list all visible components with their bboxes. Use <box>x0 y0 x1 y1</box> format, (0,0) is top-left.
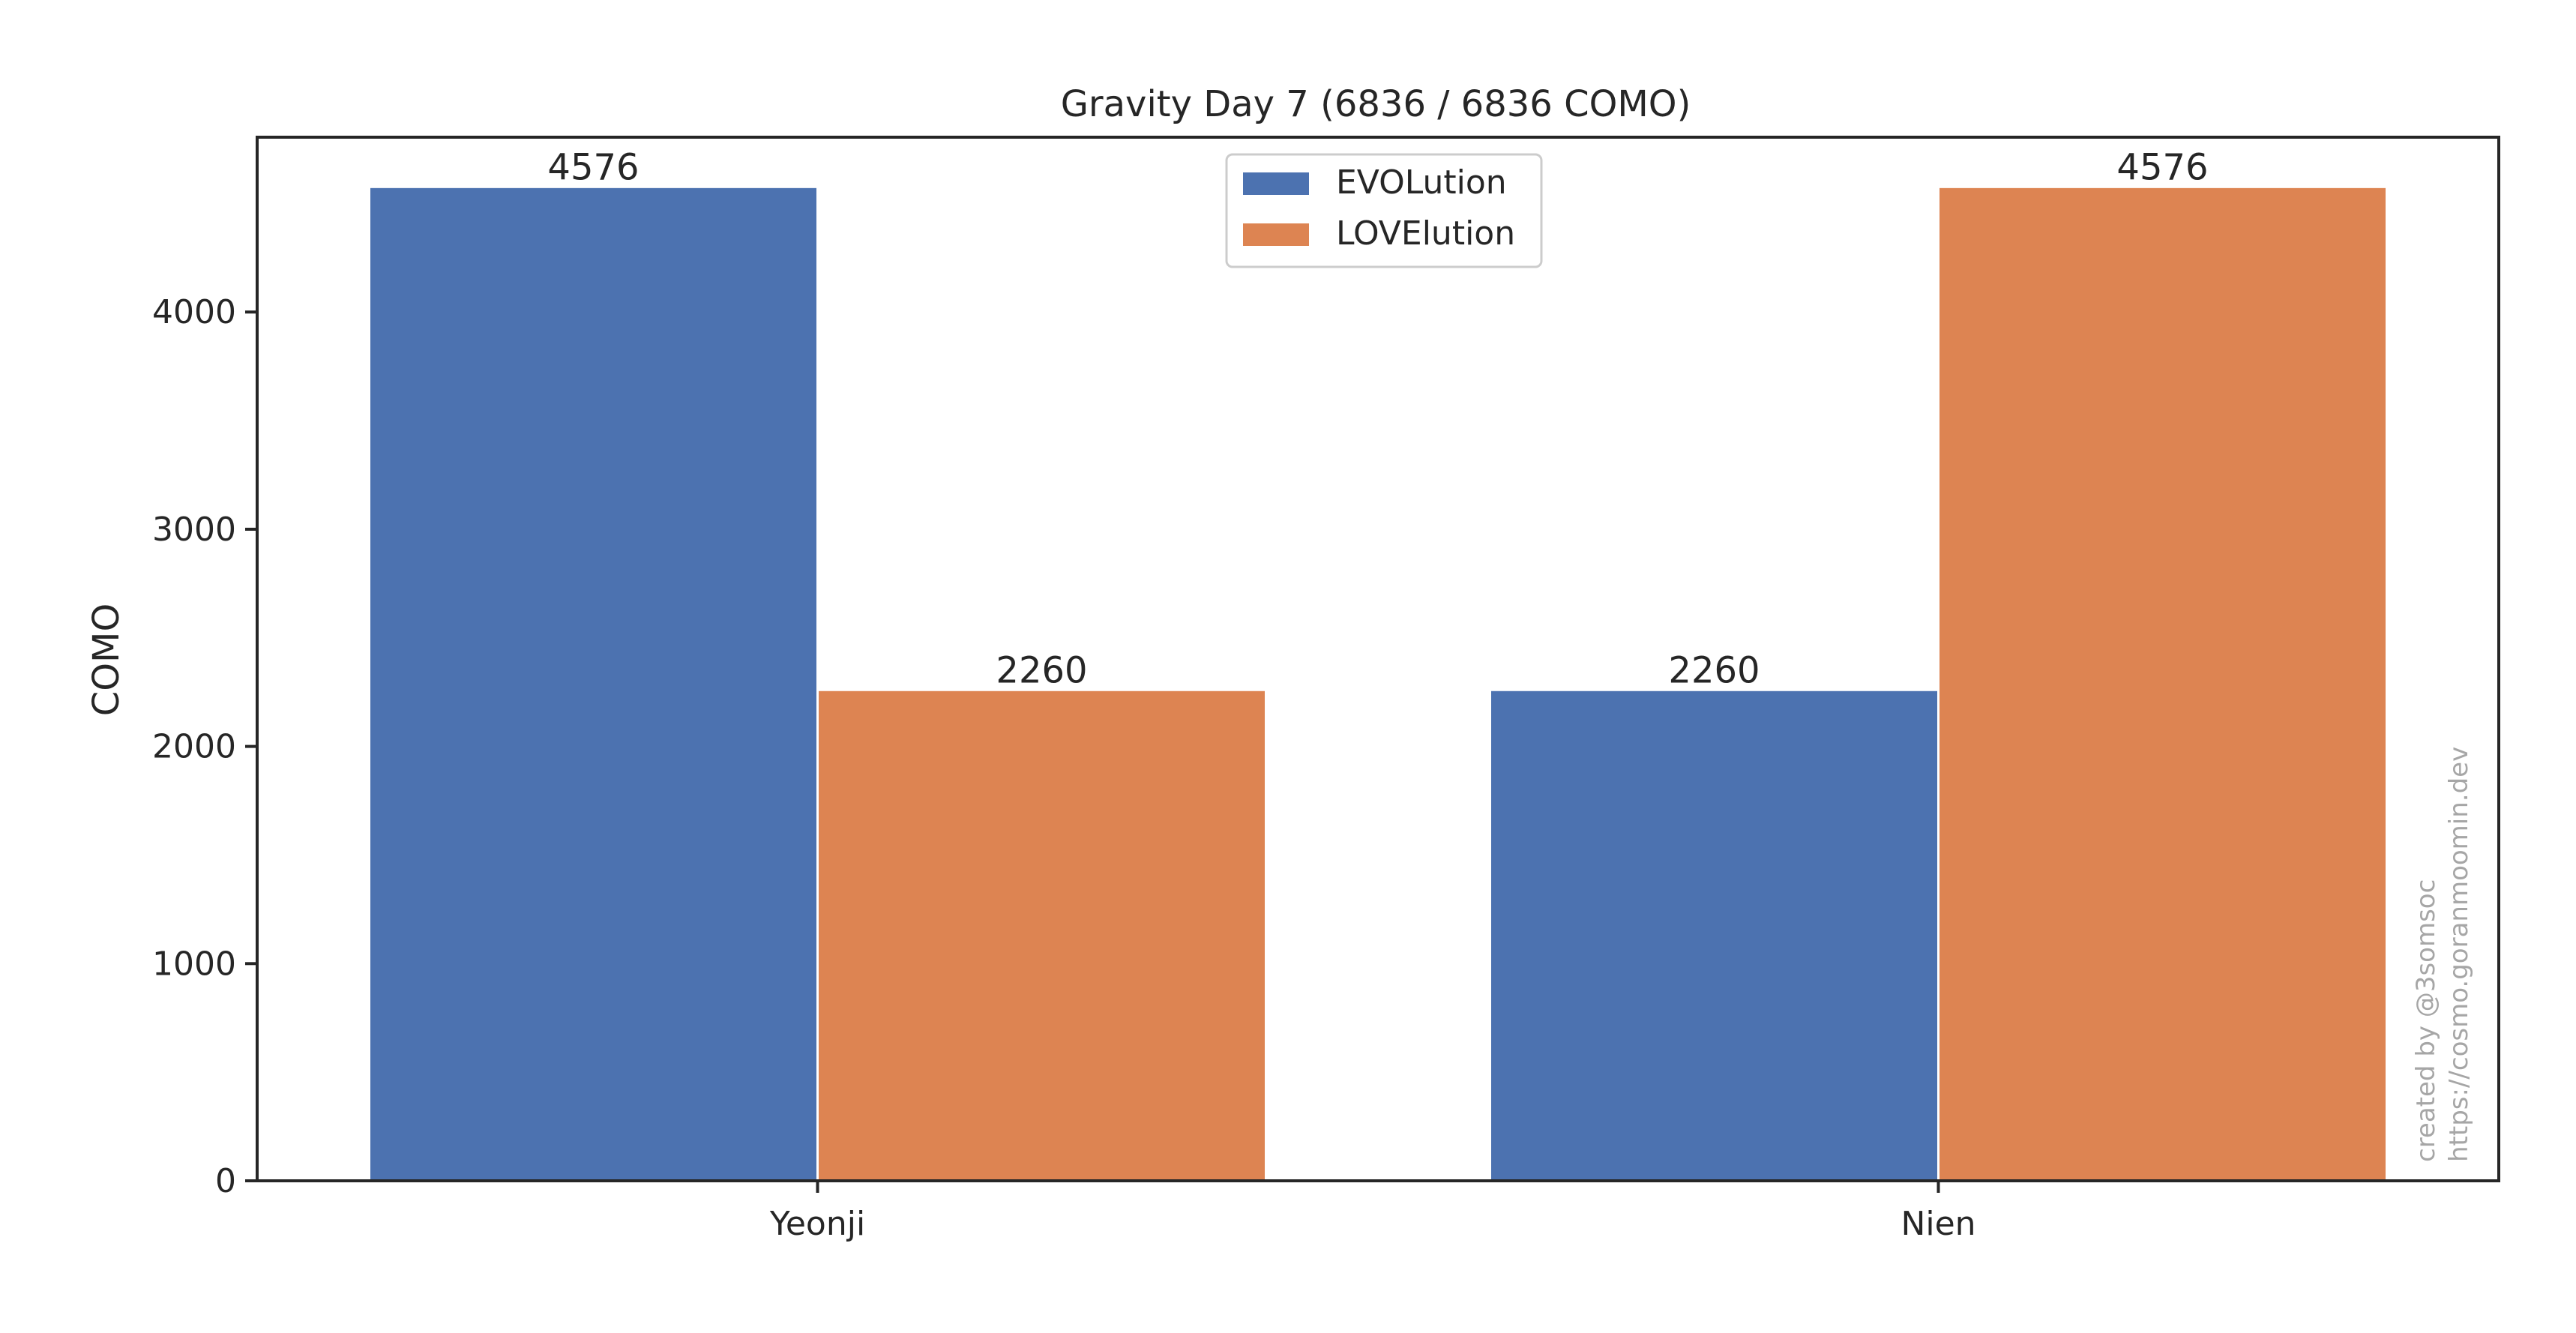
x-tick-label-yeonji: Yeonji <box>769 1205 865 1243</box>
data-label-lovelution-nien: 4576 <box>2116 146 2208 188</box>
data-label-evolution-yeonji: 4576 <box>547 146 639 188</box>
bar-evolution-yeonji <box>368 185 819 1182</box>
y-tick-label: 0 <box>215 1162 236 1200</box>
watermark-url: https://cosmo.goranmoomin.dev <box>2444 747 2474 1162</box>
x-tick-label-nien: Nien <box>1901 1205 1975 1243</box>
data-label-lovelution-yeonji: 2260 <box>996 649 1087 691</box>
chart-title: Gravity Day 7 (6836 / 6836 COMO) <box>1061 83 1691 125</box>
legend: EVOLution LOVElution <box>1225 153 1543 268</box>
y-tick-label: 3000 <box>152 511 236 549</box>
y-axis-label: COMO <box>85 604 127 717</box>
y-tick-label: 1000 <box>152 945 236 983</box>
plot-frame <box>256 136 2500 1182</box>
legend-label-lovelution: LOVElution <box>1336 214 1515 253</box>
bar-lovelution-nien <box>1937 185 2388 1182</box>
bar-lovelution-yeonji <box>816 688 1267 1182</box>
legend-label-evolution: EVOLution <box>1336 163 1507 202</box>
y-tick-label: 2000 <box>152 728 236 766</box>
watermark-credit: created by @3somsoc <box>2411 879 2441 1162</box>
bars-layer <box>368 185 2388 1182</box>
watermark: created by @3somsoc https://cosmo.goranm… <box>2411 747 2474 1162</box>
legend-swatch-lovelution <box>1243 223 1309 246</box>
data-labels-layer: 4576 2260 2260 4576 <box>547 146 2208 691</box>
legend-swatch-evolution <box>1243 172 1309 195</box>
axes-layer: 0 1000 2000 3000 4000 Yeonji Nien <box>152 136 2500 1243</box>
data-label-evolution-nien: 2260 <box>1668 649 1760 691</box>
bar-evolution-nien <box>1489 688 1939 1182</box>
y-tick-label: 4000 <box>152 293 236 331</box>
